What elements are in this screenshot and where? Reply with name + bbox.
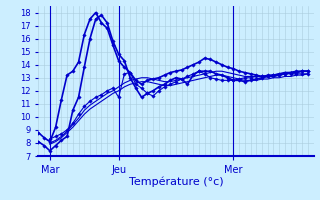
X-axis label: Température (°c): Température (°c) xyxy=(129,176,223,187)
